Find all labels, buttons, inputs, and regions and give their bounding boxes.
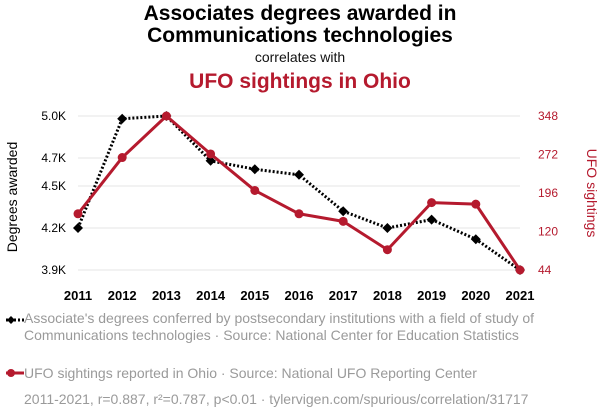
y-right-axis-label: UFO sightings <box>584 149 600 238</box>
data-point-ufo <box>161 111 171 121</box>
x-tick-label: 2016 <box>285 288 314 303</box>
x-tick-label: 2021 <box>506 288 535 303</box>
y-right-tick-label: 44 <box>538 263 552 277</box>
x-tick-label: 2020 <box>461 288 490 303</box>
data-point-degrees <box>338 206 349 217</box>
chart-subtitle: correlates with <box>254 49 346 65</box>
data-point-ufo <box>73 209 83 219</box>
y-left-tick-label: 4.5K <box>41 179 66 193</box>
data-point-degrees <box>73 223 83 233</box>
series-line-degrees <box>76 114 521 272</box>
data-point-ufo <box>294 209 304 219</box>
data-point-degrees <box>294 169 304 180</box>
x-tick-label: 2011 <box>64 288 92 303</box>
footer-stats: 2011-2021, r=0.887, r²=0.787, p<0.01 · t… <box>24 391 529 407</box>
chart-title-line3: UFO sightings in Ohio <box>189 70 411 93</box>
chart-title-line1: Associates degrees awarded in <box>143 2 457 25</box>
x-tick-label: 2013 <box>152 288 181 303</box>
y-left-tick-label: 5.0K <box>41 109 66 123</box>
legend-marker-ufo <box>6 369 24 377</box>
data-point-degrees <box>470 234 481 245</box>
data-point-degrees <box>382 223 393 233</box>
data-point-degrees <box>249 164 260 175</box>
data-point-ufo <box>250 185 260 195</box>
data-point-ufo <box>382 245 392 255</box>
x-tick-label: 2019 <box>417 288 446 303</box>
data-point-degrees <box>426 214 437 225</box>
legend-text-degrees: Associate's degrees conferred by postsec… <box>24 310 535 343</box>
series-line-ufo <box>76 114 522 271</box>
x-tick-label: 2018 <box>373 288 402 303</box>
y-right-tick-label: 196 <box>538 186 558 200</box>
data-point-degrees <box>205 155 216 166</box>
legend-text-ufo: UFO sightings reported in Ohio · Source:… <box>24 365 477 381</box>
x-tick-label: 2012 <box>108 288 137 303</box>
y-right-tick-label: 120 <box>538 225 558 239</box>
data-point-ufo <box>338 216 348 226</box>
data-point-ufo <box>206 149 216 159</box>
data-point-degrees <box>117 113 128 124</box>
y-left-tick-label: 3.9K <box>41 263 66 277</box>
data-point-ufo <box>471 199 481 209</box>
y-left-tick-label: 4.2K <box>41 221 66 235</box>
y-left-axis-label: Degrees awarded <box>4 142 20 253</box>
x-tick-label: 2015 <box>240 288 269 303</box>
y-left-tick-label: 4.7K <box>41 151 66 165</box>
x-tick-label: 2017 <box>329 288 358 303</box>
chart-title-line2: Communications technologies <box>147 24 453 47</box>
legend-marker-degrees <box>6 316 24 324</box>
data-point-ufo <box>515 265 525 275</box>
data-point-ufo <box>427 198 437 208</box>
y-right-tick-label: 348 <box>538 109 558 123</box>
x-tick-label: 2014 <box>196 288 226 303</box>
data-point-ufo <box>117 153 127 163</box>
y-right-tick-label: 272 <box>538 148 558 162</box>
